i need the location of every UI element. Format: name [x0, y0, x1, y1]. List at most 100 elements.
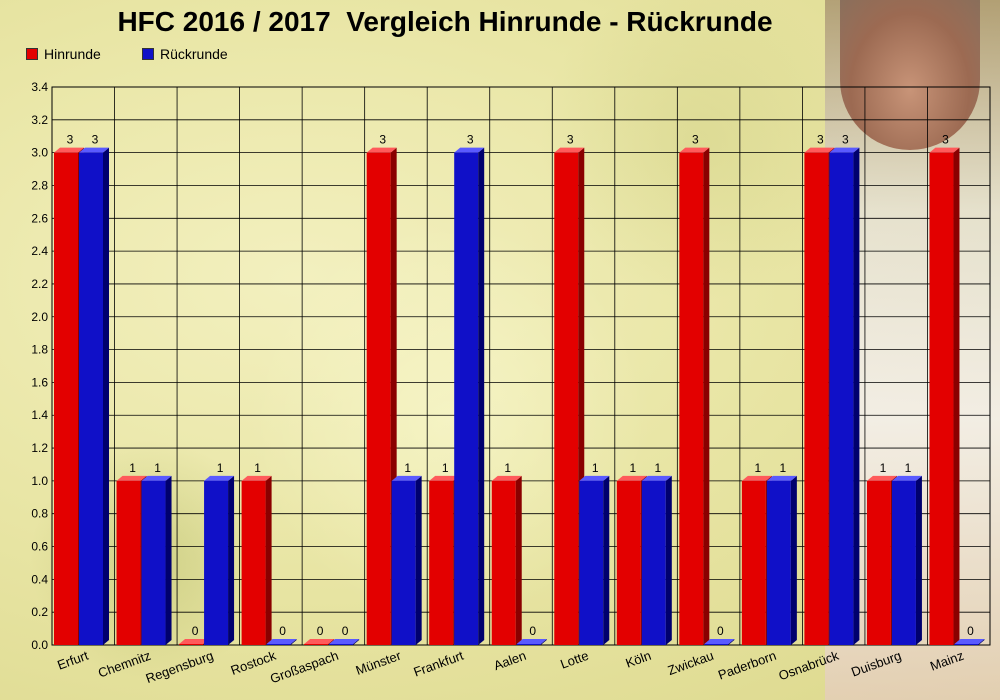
bar-rueckrunde: [704, 644, 729, 645]
x-tick-label: Lotte: [558, 648, 590, 672]
bar-top-rueckrunde: [579, 475, 610, 481]
bar-top-rueckrunde: [79, 147, 109, 153]
data-label-hinrunde: 3: [567, 133, 574, 147]
bar-side-rueckrunde: [603, 475, 610, 645]
bar-top-rueckrunde: [141, 475, 172, 481]
data-label-rueckrunde: 1: [154, 461, 161, 475]
data-label-hinrunde: 3: [67, 133, 74, 147]
bar-rueckrunde: [579, 480, 604, 645]
bar-side-rueckrunde: [353, 639, 360, 645]
data-label-rueckrunde: 1: [780, 461, 787, 475]
bar-top-hinrunde: [741, 475, 772, 481]
y-tick-label: 0.0: [31, 638, 48, 652]
legend-item-hinrunde: Hinrunde: [26, 46, 101, 62]
bar-rueckrunde: [829, 152, 854, 645]
x-tick-label: Mainz: [928, 648, 966, 674]
bar-hinrunde: [616, 480, 641, 645]
data-label-rueckrunde: 0: [279, 624, 286, 638]
data-label-rueckrunde: 3: [92, 133, 99, 147]
bar-side-rueckrunde: [103, 147, 109, 645]
bar-top-rueckrunde: [766, 475, 797, 481]
bar-side-hinrunde: [953, 147, 960, 645]
data-label-hinrunde: 3: [379, 133, 386, 147]
y-tick-label: 2.8: [31, 178, 48, 192]
y-tick-label: 0.6: [31, 540, 48, 554]
data-label-rueckrunde: 1: [654, 461, 661, 475]
y-tick-label: 1.4: [31, 408, 48, 422]
bar-side-rueckrunde: [978, 639, 985, 645]
bar-top-hinrunde: [116, 475, 147, 481]
chart-title: HFC 2016 / 2017 Vergleich Hinrunde - Rüc…: [117, 6, 773, 37]
y-tick-label: 2.4: [31, 244, 48, 258]
bar-top-rueckrunde: [704, 639, 735, 644]
data-label-hinrunde: 3: [817, 133, 824, 147]
bar-side-rueckrunde: [853, 147, 860, 645]
data-label-hinrunde: 1: [629, 461, 636, 475]
bar-top-hinrunde: [241, 475, 272, 481]
bar-side-rueckrunde: [165, 475, 172, 645]
y-tick-label: 3.4: [31, 80, 48, 94]
x-tick-label: Erfurt: [55, 648, 90, 673]
bar-hinrunde: [429, 480, 454, 645]
bar-top-hinrunde: [866, 475, 897, 481]
x-tick-label: Großaspach: [268, 648, 340, 687]
y-tick-label: 1.2: [31, 441, 48, 455]
bar-side-rueckrunde: [915, 475, 922, 645]
data-label-hinrunde: 1: [442, 461, 449, 475]
legend-label-hinrunde: Hinrunde: [44, 46, 101, 62]
data-label-rueckrunde: 0: [529, 624, 536, 638]
bar-hinrunde: [491, 480, 516, 645]
data-label-rueckrunde: 0: [342, 624, 349, 638]
x-tick-label: Duisburg: [849, 648, 903, 680]
y-tick-label: 0.2: [31, 605, 48, 619]
bar-hinrunde: [179, 644, 204, 645]
bar-rueckrunde: [266, 644, 291, 645]
data-label-hinrunde: 1: [129, 461, 136, 475]
bar-hinrunde: [241, 480, 266, 645]
bar-top-rueckrunde: [954, 639, 985, 644]
data-label-hinrunde: 0: [317, 624, 324, 638]
bar-top-rueckrunde: [329, 639, 360, 644]
bar-side-rueckrunde: [290, 639, 297, 645]
bar-top-rueckrunde: [641, 475, 672, 481]
bar-top-hinrunde: [429, 475, 460, 481]
data-label-rueckrunde: 1: [217, 461, 224, 475]
x-tick-label: Köln: [624, 648, 654, 671]
bar-side-hinrunde: [265, 475, 272, 645]
y-tick-label: 0.4: [31, 572, 48, 586]
legend-swatch-hinrunde: [26, 48, 38, 60]
bar-hinrunde: [741, 480, 766, 645]
bar-top-hinrunde: [616, 475, 647, 481]
legend-swatch-rueckrunde: [142, 48, 154, 60]
data-label-hinrunde: 1: [504, 461, 511, 475]
y-tick-label: 1.0: [31, 474, 48, 488]
data-label-rueckrunde: 1: [404, 461, 411, 475]
y-tick-label: 1.8: [31, 343, 48, 357]
data-label-rueckrunde: 1: [905, 461, 912, 475]
bar-top-rueckrunde: [891, 475, 922, 481]
x-tick-label: Frankfurt: [411, 648, 465, 680]
bar-rueckrunde: [454, 152, 479, 645]
y-tick-label: 1.6: [31, 375, 48, 389]
y-tick-label: 3.2: [31, 113, 48, 127]
bar-rueckrunde: [204, 480, 229, 645]
data-label-rueckrunde: 3: [467, 133, 474, 147]
player-head-image: [840, 0, 980, 150]
bar-hinrunde: [116, 480, 141, 645]
bar-side-hinrunde: [328, 639, 335, 645]
data-label-hinrunde: 3: [692, 133, 699, 147]
bar-hinrunde: [866, 480, 891, 645]
y-tick-label: 2.0: [31, 310, 48, 324]
x-tick-label: Osnabrück: [776, 648, 841, 684]
x-tick-label: Münster: [354, 647, 404, 677]
bar-rueckrunde: [329, 644, 354, 645]
y-tick-label: 0.8: [31, 507, 48, 521]
bar-top-rueckrunde: [454, 147, 485, 153]
data-label-hinrunde: 1: [755, 461, 762, 475]
bar-hinrunde: [554, 152, 579, 645]
bar-side-rueckrunde: [415, 475, 422, 645]
bar-top-hinrunde: [179, 639, 210, 644]
bar-rueckrunde: [766, 480, 791, 645]
bar-top-hinrunde: [929, 147, 960, 153]
x-tick-label: Aalen: [492, 648, 528, 673]
